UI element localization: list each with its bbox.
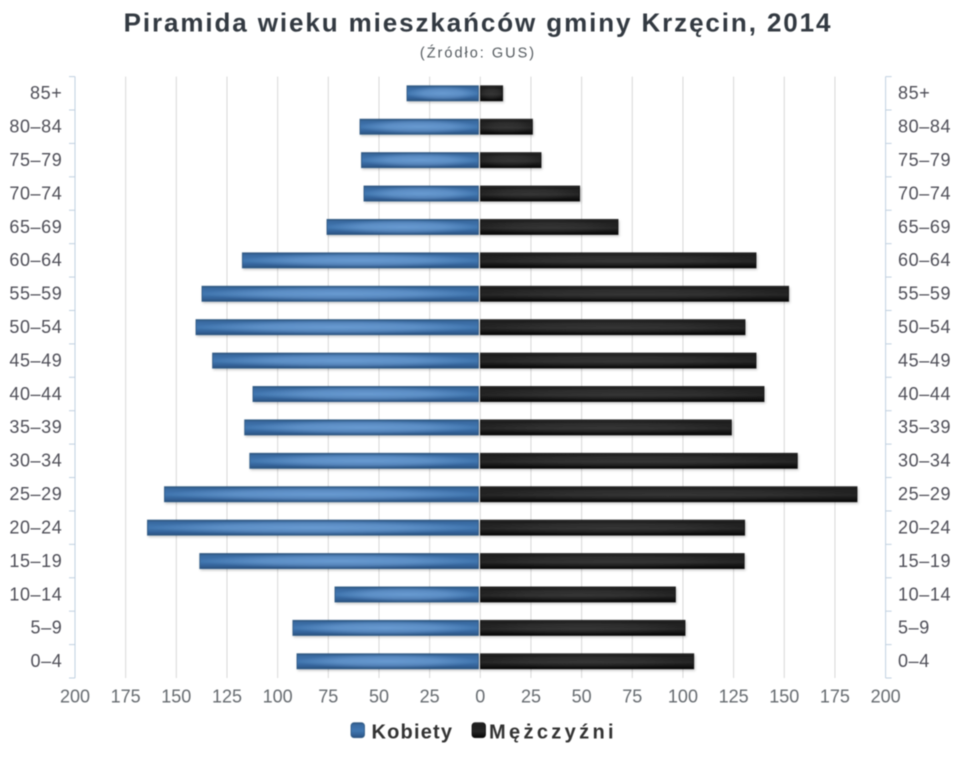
svg-text:0: 0 <box>475 687 485 707</box>
svg-text:125: 125 <box>212 687 242 707</box>
svg-text:10–14: 10–14 <box>898 584 951 604</box>
svg-text:15–19: 15–19 <box>898 551 951 571</box>
svg-text:45–49: 45–49 <box>898 350 951 370</box>
svg-text:30–34: 30–34 <box>9 451 62 471</box>
svg-text:0–4: 0–4 <box>31 651 63 671</box>
svg-text:0–4: 0–4 <box>898 651 930 671</box>
svg-text:15–19: 15–19 <box>9 551 62 571</box>
svg-text:50–54: 50–54 <box>9 317 62 337</box>
svg-text:35–39: 35–39 <box>898 417 951 437</box>
svg-text:125: 125 <box>719 687 749 707</box>
svg-text:80–84: 80–84 <box>898 117 951 137</box>
svg-text:60–64: 60–64 <box>9 250 62 270</box>
svg-text:200: 200 <box>60 687 90 707</box>
svg-text:25: 25 <box>521 687 541 707</box>
svg-text:40–44: 40–44 <box>9 384 62 404</box>
svg-text:35–39: 35–39 <box>9 417 62 437</box>
svg-text:40–44: 40–44 <box>898 384 951 404</box>
svg-text:175: 175 <box>820 687 850 707</box>
svg-text:150: 150 <box>161 687 191 707</box>
svg-text:60–64: 60–64 <box>898 250 951 270</box>
svg-text:100: 100 <box>263 687 293 707</box>
svg-text:75–79: 75–79 <box>898 150 951 170</box>
svg-text:65–69: 65–69 <box>898 217 951 237</box>
svg-text:Piramida wieku mieszkańców gmi: Piramida wieku mieszkańców gminy Krzęcin… <box>124 8 833 38</box>
svg-text:100: 100 <box>668 687 698 707</box>
svg-text:75: 75 <box>622 687 642 707</box>
svg-text:50–54: 50–54 <box>898 317 951 337</box>
svg-text:75–79: 75–79 <box>9 150 62 170</box>
svg-text:5–9: 5–9 <box>898 618 930 638</box>
svg-text:20–24: 20–24 <box>898 517 951 537</box>
svg-text:150: 150 <box>769 687 799 707</box>
svg-text:70–74: 70–74 <box>9 183 62 203</box>
svg-text:175: 175 <box>111 687 141 707</box>
svg-text:25–29: 25–29 <box>9 484 62 504</box>
svg-text:50: 50 <box>369 687 389 707</box>
svg-text:55–59: 55–59 <box>898 284 951 304</box>
svg-text:(Źródło: GUS): (Źródło: GUS) <box>420 45 536 62</box>
svg-text:50: 50 <box>572 687 592 707</box>
svg-text:5–9: 5–9 <box>31 618 63 638</box>
svg-text:55–59: 55–59 <box>9 284 62 304</box>
svg-text:10–14: 10–14 <box>9 584 62 604</box>
svg-text:200: 200 <box>871 687 901 707</box>
svg-text:Mężczyźni: Mężczyźni <box>489 721 617 743</box>
svg-text:20–24: 20–24 <box>9 517 62 537</box>
svg-text:30–34: 30–34 <box>898 451 951 471</box>
svg-text:75: 75 <box>318 687 338 707</box>
svg-text:85+: 85+ <box>898 83 930 103</box>
svg-text:85+: 85+ <box>30 83 62 103</box>
svg-text:80–84: 80–84 <box>9 117 62 137</box>
svg-text:70–74: 70–74 <box>898 183 951 203</box>
svg-text:Kobiety: Kobiety <box>372 721 454 743</box>
svg-text:65–69: 65–69 <box>9 217 62 237</box>
svg-text:45–49: 45–49 <box>9 350 62 370</box>
svg-text:25–29: 25–29 <box>898 484 951 504</box>
svg-text:25: 25 <box>420 687 440 707</box>
